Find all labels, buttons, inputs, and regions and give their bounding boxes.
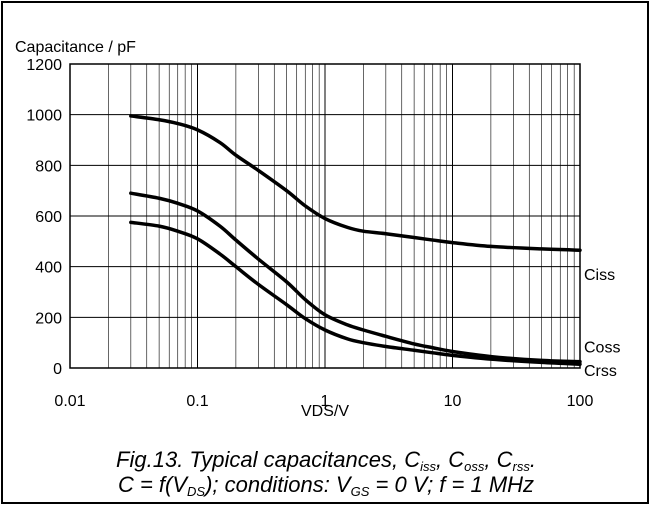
series-label-crss: Crss — [584, 363, 617, 380]
tick-labels: 0 200 400 600 800 1000 1200 0.01 0.1 1 10 100 — [26, 57, 593, 410]
curves — [129, 114, 582, 366]
series-line-crss — [129, 220, 582, 366]
y-tick-label: 1200 — [26, 57, 62, 74]
series-label-ciss: Ciss — [584, 267, 615, 284]
y-tick-label: 0 — [53, 361, 62, 378]
x-tick-label: 100 — [567, 393, 594, 410]
figure-caption-line-2: C = f(VDS); conditions: VGS = 0 V; f = 1… — [117, 472, 535, 499]
x-tick-label: 1 — [321, 393, 330, 410]
x-axis-label: VDS/V — [301, 403, 349, 420]
y-tick-label: 600 — [35, 209, 62, 226]
grid-lines — [69, 63, 580, 369]
series-line-coss — [129, 191, 582, 364]
series-labels: Ciss Coss Crss — [584, 267, 620, 380]
x-tick-label: 0.1 — [186, 393, 208, 410]
plot-border — [69, 63, 581, 369]
series-line-ciss — [129, 114, 582, 252]
y-tick-label: 1000 — [26, 108, 62, 125]
y-axis-label: Capacitance / pF — [15, 39, 136, 56]
y-tick-label: 400 — [35, 260, 62, 277]
figure-caption-line-1: Fig.13. Typical capacitances, Ciss, Coss… — [116, 447, 536, 474]
y-tick-label: 800 — [35, 158, 62, 175]
x-tick-label: 10 — [444, 393, 462, 410]
y-tick-label: 200 — [35, 310, 62, 327]
x-tick-label: 0.01 — [54, 393, 85, 410]
series-label-coss: Coss — [584, 340, 620, 357]
